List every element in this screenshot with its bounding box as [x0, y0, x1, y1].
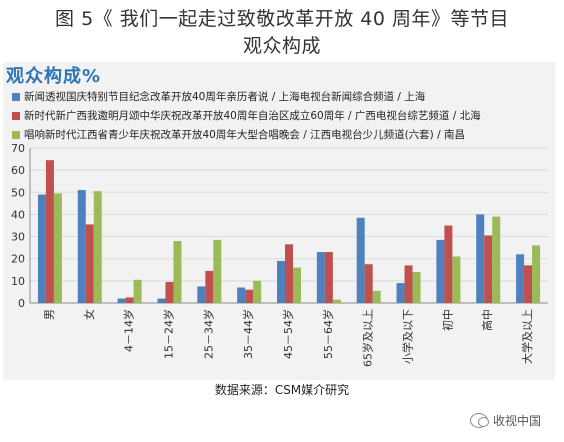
wechat-icon	[470, 413, 489, 428]
figure-title-line1: 图 5《 我们一起走过致敬改革开放 40 周年》等节目	[55, 8, 509, 30]
bar-series-1	[117, 298, 126, 303]
bar-series-1	[396, 283, 405, 303]
y-tick-label: 50	[11, 186, 25, 199]
bar-series-2	[85, 224, 94, 303]
bar-series-1	[277, 260, 285, 303]
bar-series-2	[45, 160, 54, 303]
bar-series-2	[165, 281, 174, 303]
bar-series-3	[53, 193, 62, 303]
x-tick-label: 男	[43, 309, 56, 320]
y-tick-label: 30	[11, 231, 25, 244]
legend: 新闻透视国庆特别节目纪念改革开放40周年亲历者说 / 上海电视台新闻综合频道 /…	[12, 87, 557, 144]
chart-title: 观众构成%	[6, 66, 102, 87]
bar-series-1	[77, 190, 86, 303]
x-tick-label: 初中	[440, 309, 454, 331]
legend-item-series-1: 新闻透视国庆特别节目纪念改革开放40周年亲历者说 / 上海电视台新闻综合频道 /…	[12, 87, 557, 106]
bar-series-3	[293, 267, 301, 303]
bar-series-3	[532, 245, 541, 303]
y-tick-label: 0	[18, 297, 25, 310]
bar-series-2	[245, 289, 254, 303]
x-tick-label: 4－14岁	[122, 309, 136, 352]
y-tick-label: 40	[11, 208, 25, 221]
legend-item-series-3: 唱响新时代江西省青少年庆祝改革开放40周年大型合唱晚会 / 江西电视台少儿频道(…	[12, 125, 557, 144]
x-tick-label: 女	[82, 309, 96, 320]
watermark-text: 收视中国	[493, 414, 542, 428]
legend-label-series-1: 新闻透视国庆特别节目纪念改革开放40周年亲历者说 / 上海电视台新闻综合频道 /…	[24, 91, 426, 103]
x-tick-label: 25－34岁	[201, 309, 215, 359]
bar-series-3	[332, 299, 341, 303]
figure-title: 图 5《 我们一起走过致敬改革开放 40 周年》等节目 观众构成	[0, 6, 564, 60]
x-tick-label: 小学及以下	[401, 309, 415, 364]
figure-title-line2: 观众构成	[242, 35, 321, 57]
legend-label-series-2: 新时代新广西我邀明月颂中华庆祝改革开放40周年自治区成立60周年 / 广西电视台…	[24, 110, 481, 122]
bar-series-3	[93, 191, 102, 303]
x-tick-label: 55－64岁	[321, 309, 335, 359]
bar-series-3	[133, 279, 142, 303]
bar-series-1	[356, 217, 365, 303]
x-tick-label: 大学及以上	[520, 309, 534, 364]
bar-series-2	[125, 297, 134, 303]
x-tick-label: 35－44岁	[241, 309, 255, 359]
bar-series-1	[37, 194, 46, 303]
bar-series-1	[157, 298, 166, 303]
bar-series-2	[285, 244, 293, 303]
bar-series-3	[412, 272, 421, 303]
y-tick-label: 20	[11, 253, 25, 266]
bar-series-2	[364, 264, 373, 303]
bar-series-3	[253, 280, 262, 303]
bar-series-2	[324, 252, 333, 303]
bar-series-1	[436, 239, 445, 303]
legend-item-series-2: 新时代新广西我邀明月颂中华庆祝改革开放40周年自治区成立60周年 / 广西电视台…	[12, 106, 557, 125]
bar-series-2	[404, 265, 413, 303]
legend-swatch-series-3	[12, 130, 20, 139]
x-tick-label: 高中	[480, 309, 494, 331]
bar-series-1	[316, 252, 325, 303]
bar-series-1	[476, 214, 485, 303]
watermark: 收视中国	[470, 412, 541, 429]
bar-series-1	[516, 254, 525, 303]
y-tick-label: 70	[11, 142, 25, 155]
legend-swatch-series-1	[12, 92, 20, 101]
bar-series-3	[213, 239, 222, 303]
bar-series-3	[492, 216, 501, 303]
bar-series-3	[372, 290, 381, 303]
bar-series-3	[452, 256, 461, 303]
bar-series-2	[444, 225, 453, 303]
x-tick-label: 15－24岁	[161, 309, 175, 359]
legend-swatch-series-2	[12, 111, 20, 120]
legend-label-series-3: 唱响新时代江西省青少年庆祝改革开放40周年大型合唱晚会 / 江西电视台少儿频道(…	[24, 129, 465, 141]
bar-series-1	[237, 287, 246, 303]
bar-series-3	[173, 241, 182, 303]
x-tick-label: 65岁及以上	[361, 309, 375, 367]
x-tick-label: 45－54岁	[281, 309, 295, 359]
source-note: 数据来源：CSM媒介研究	[214, 383, 350, 397]
y-tick-label: 10	[11, 275, 25, 288]
bar-series-2	[524, 265, 533, 303]
bar-series-1	[197, 286, 206, 303]
bar-series-2	[205, 270, 214, 303]
bar-series-2	[484, 235, 493, 303]
y-tick-label: 60	[11, 164, 25, 177]
